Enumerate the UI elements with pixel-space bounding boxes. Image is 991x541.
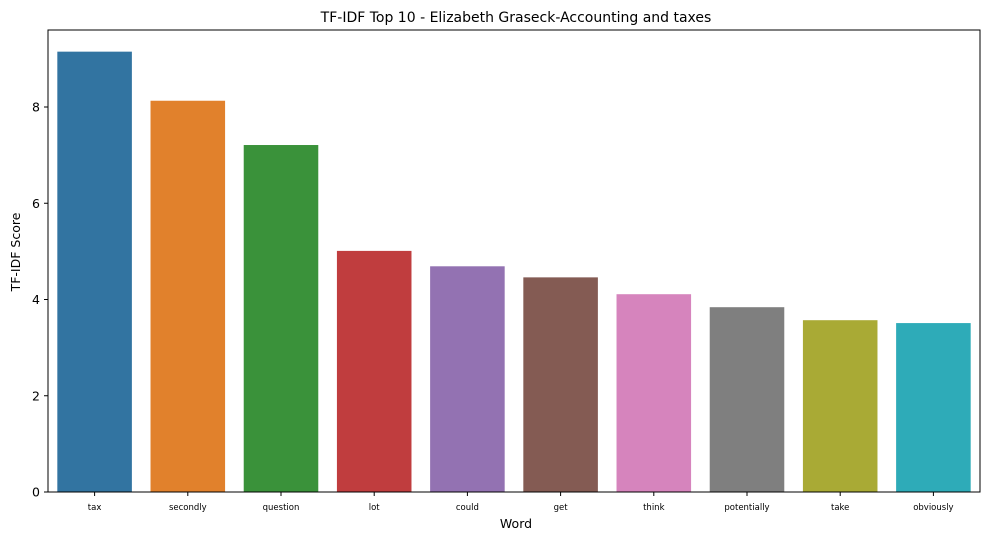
x-tick-label: potentially — [724, 503, 769, 513]
y-tick-label: 6 — [32, 196, 40, 211]
x-tick-label: could — [456, 503, 479, 513]
bar-take — [802, 320, 878, 492]
y-axis-label: TF-IDF Score — [8, 212, 23, 292]
y-tick-label: 2 — [32, 388, 40, 403]
y-tick-label: 0 — [32, 485, 40, 500]
bar-potentially — [709, 307, 785, 492]
x-tick-label: tax — [88, 503, 102, 513]
bar-secondly — [150, 100, 226, 493]
x-tick-label: get — [554, 503, 569, 513]
x-tick-label: take — [831, 503, 849, 513]
x-axis-label: Word — [500, 516, 532, 531]
bar-obviously — [896, 323, 971, 492]
x-tick-label: think — [643, 503, 664, 513]
y-tick-label: 8 — [32, 100, 40, 115]
x-tick-label: lot — [369, 503, 381, 513]
x-tick-label: question — [263, 503, 300, 513]
y-axis: 0 2 4 6 8 — [32, 100, 48, 500]
x-axis: tax secondly question lot could get think poten… — [88, 492, 954, 513]
bars-group — [57, 51, 971, 493]
bar-lot — [336, 250, 412, 492]
bar-get — [523, 277, 598, 492]
bar-could — [430, 266, 505, 492]
x-tick-label: obviously — [913, 503, 953, 513]
y-tick-label: 4 — [32, 292, 40, 307]
bar-tax — [57, 51, 132, 492]
bar-think — [616, 294, 692, 492]
bar-question — [243, 145, 319, 493]
x-tick-label: secondly — [169, 503, 207, 513]
plot-frame — [47, 29, 981, 493]
chart-title: TF-IDF Top 10 - Elizabeth Graseck-Accoun… — [320, 10, 712, 26]
